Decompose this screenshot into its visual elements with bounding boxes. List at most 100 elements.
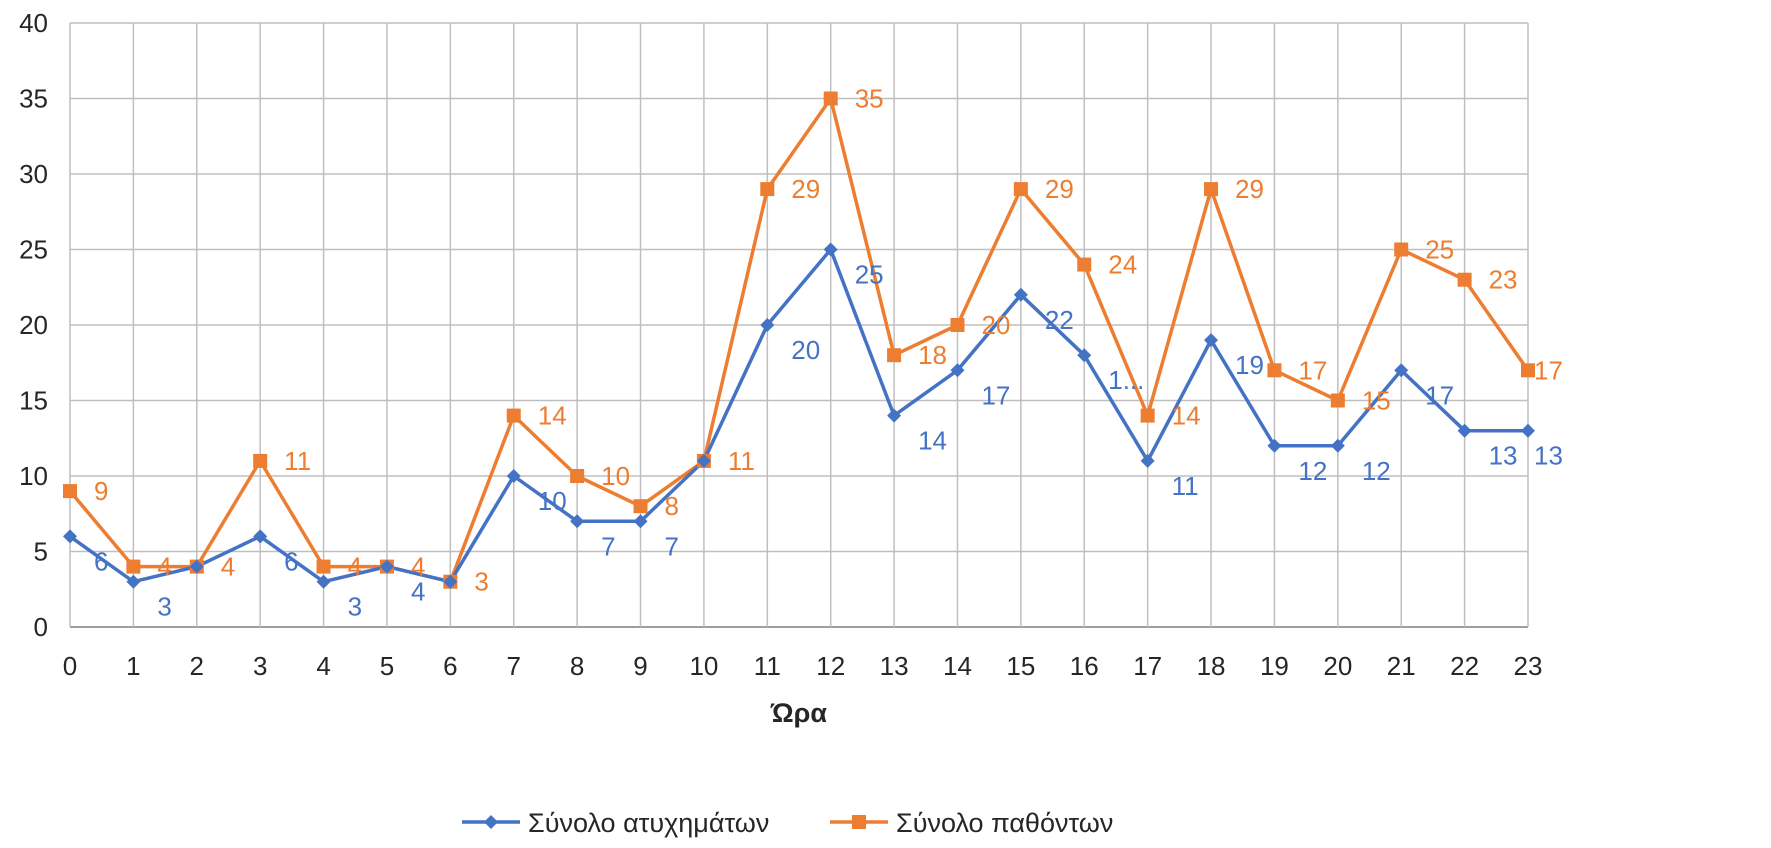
data-point-1-18 <box>1204 182 1219 197</box>
data-label-0-13: 14 <box>918 426 947 456</box>
data-label-0-22: 13 <box>1489 441 1518 471</box>
data-label-0-0: 6 <box>94 546 108 576</box>
y-tick-label: 0 <box>34 612 48 642</box>
data-label-0-18: 19 <box>1235 350 1264 380</box>
x-tick-label: 20 <box>1323 651 1352 681</box>
data-label-0-1: 3 <box>157 592 171 622</box>
data-point-0-12 <box>823 242 838 257</box>
data-point-1-4 <box>316 559 331 574</box>
data-label-1-10: 11 <box>728 446 755 476</box>
data-point-0-21 <box>1394 363 1409 378</box>
x-tick-label: 12 <box>816 651 845 681</box>
data-point-0-18 <box>1204 333 1219 348</box>
x-tick-label: 10 <box>689 651 718 681</box>
x-tick-label: 0 <box>63 651 77 681</box>
data-point-0-16 <box>1077 348 1092 363</box>
series-line-1 <box>68 96 1530 584</box>
x-axis-ticks: 0 1 2 3 4 5 6 7 8 9 10 11 12 13 14 15 16 17 18 19 20 21 22 23 <box>63 651 1543 681</box>
data-point-0-5 <box>379 559 394 574</box>
data-label-1-3: 11 <box>284 446 311 476</box>
gridlines <box>69 22 1529 628</box>
data-label-1-17: 14 <box>1172 401 1201 431</box>
data-label-0-11: 20 <box>791 335 820 365</box>
data-label-1-16: 24 <box>1108 250 1137 280</box>
data-point-0-9 <box>633 514 648 529</box>
data-label-1-15: 29 <box>1045 174 1074 204</box>
data-label-0-3: 6 <box>284 546 298 576</box>
data-point-0-4 <box>316 574 331 589</box>
x-tick-label: 7 <box>507 651 521 681</box>
data-point-0-15 <box>1013 287 1028 302</box>
y-tick-label: 30 <box>19 159 48 189</box>
data-point-0-2 <box>189 559 204 574</box>
data-label-0-17: 11 <box>1172 471 1199 501</box>
data-label-1-14: 20 <box>981 310 1010 340</box>
y-tick-label: 5 <box>34 537 48 567</box>
data-label-1-18: 29 <box>1235 174 1264 204</box>
data-label-0-20: 12 <box>1362 456 1391 486</box>
data-label-1-22: 23 <box>1489 265 1518 295</box>
data-point-1-9 <box>633 499 648 514</box>
data-label-1-12: 35 <box>855 84 884 114</box>
data-label-0-12: 25 <box>855 260 884 290</box>
data-label-1-0: 9 <box>94 476 108 506</box>
y-tick-label: 10 <box>19 461 48 491</box>
data-point-1-16 <box>1077 257 1092 272</box>
x-tick-label: 13 <box>880 651 909 681</box>
data-label-0-8: 7 <box>601 531 615 561</box>
data-label-1-5: 4 <box>411 552 425 582</box>
data-label-1-21: 25 <box>1425 235 1454 265</box>
data-point-0-7 <box>506 469 521 483</box>
legend-label-1: Σύνολο παθόντων <box>896 808 1113 838</box>
series-group <box>63 91 1535 589</box>
y-tick-label: 35 <box>19 84 48 114</box>
data-label-0-14: 17 <box>981 380 1010 410</box>
data-label-1-6: 3 <box>474 567 488 597</box>
data-label-1-4: 4 <box>348 552 362 582</box>
data-point-1-23 <box>1521 363 1535 378</box>
data-point-0-10 <box>696 453 711 468</box>
y-tick-label: 20 <box>19 310 48 340</box>
series-line-0 <box>68 247 1528 584</box>
data-point-1-1 <box>126 559 141 574</box>
x-tick-label: 2 <box>190 651 204 681</box>
data-point-0-23 <box>1521 423 1535 438</box>
data-point-1-17 <box>1140 408 1155 423</box>
data-point-1-7 <box>506 408 521 423</box>
x-tick-label: 23 <box>1514 651 1543 681</box>
x-tick-label: 8 <box>570 651 584 681</box>
x-tick-label: 19 <box>1260 651 1289 681</box>
legend-label-0: Σύνολο ατυχημάτων <box>528 808 769 838</box>
data-point-0-22 <box>1457 423 1472 438</box>
data-point-1-11 <box>760 182 775 197</box>
x-tick-label: 11 <box>754 651 781 681</box>
data-point-0-8 <box>570 514 585 529</box>
data-point-0-14 <box>950 363 965 378</box>
data-point-1-19 <box>1267 363 1282 378</box>
data-label-0-19: 12 <box>1298 456 1327 486</box>
data-point-0-1 <box>126 574 141 589</box>
data-label-0-21: 17 <box>1425 380 1454 410</box>
data-point-1-8 <box>570 469 585 483</box>
data-point-1-3 <box>253 453 268 468</box>
data-label-0-15: 22 <box>1045 305 1074 335</box>
data-point-0-13 <box>887 408 902 423</box>
x-tick-label: 22 <box>1450 651 1479 681</box>
data-point-1-22 <box>1457 272 1472 287</box>
data-label-1-8: 10 <box>601 461 630 491</box>
data-point-1-14 <box>950 318 965 332</box>
data-label-1-23: 17 <box>1534 355 1563 385</box>
data-label-0-5: 4 <box>411 577 425 607</box>
data-label-0-23: 13 <box>1534 441 1563 471</box>
data-label-1-7: 14 <box>538 401 567 431</box>
y-tick-label: 15 <box>19 386 48 416</box>
data-point-0-3 <box>253 529 268 544</box>
data-label-1-20: 15 <box>1362 386 1391 416</box>
x-tick-label: 16 <box>1070 651 1099 681</box>
data-label-1-1: 4 <box>157 552 171 582</box>
data-point-0-11 <box>760 318 775 332</box>
data-label-1-9: 8 <box>665 491 679 521</box>
data-point-1-21 <box>1394 242 1409 257</box>
legend: Σύνολο ατυχημάτων Σύνολο παθόντων <box>462 808 1113 838</box>
